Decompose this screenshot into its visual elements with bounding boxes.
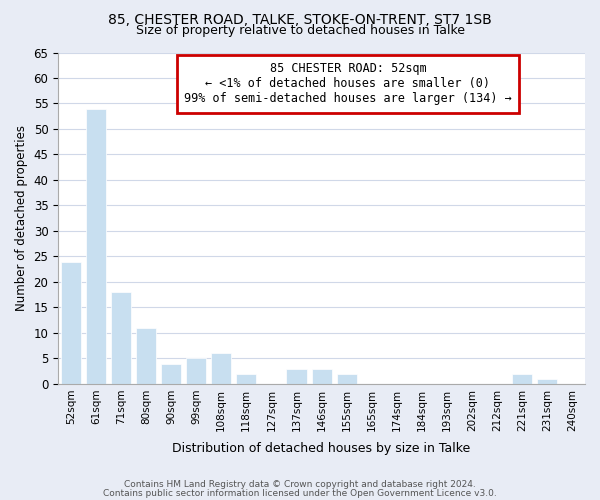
Bar [512,374,532,384]
Bar [111,292,131,384]
Bar [286,368,307,384]
Bar [186,358,206,384]
Y-axis label: Number of detached properties: Number of detached properties [15,125,28,311]
X-axis label: Distribution of detached houses by size in Talke: Distribution of detached houses by size … [172,442,471,455]
Bar [311,368,332,384]
Bar [61,262,81,384]
Text: Size of property relative to detached houses in Talke: Size of property relative to detached ho… [136,24,464,37]
Bar [337,374,356,384]
Text: 85 CHESTER ROAD: 52sqm
← <1% of detached houses are smaller (0)
99% of semi-deta: 85 CHESTER ROAD: 52sqm ← <1% of detached… [184,62,512,106]
Bar [538,379,557,384]
Text: Contains public sector information licensed under the Open Government Licence v3: Contains public sector information licen… [103,488,497,498]
Bar [161,364,181,384]
Bar [236,374,256,384]
Bar [211,354,231,384]
Text: Contains HM Land Registry data © Crown copyright and database right 2024.: Contains HM Land Registry data © Crown c… [124,480,476,489]
Text: 85, CHESTER ROAD, TALKE, STOKE-ON-TRENT, ST7 1SB: 85, CHESTER ROAD, TALKE, STOKE-ON-TRENT,… [108,12,492,26]
Bar [86,108,106,384]
Bar [136,328,156,384]
